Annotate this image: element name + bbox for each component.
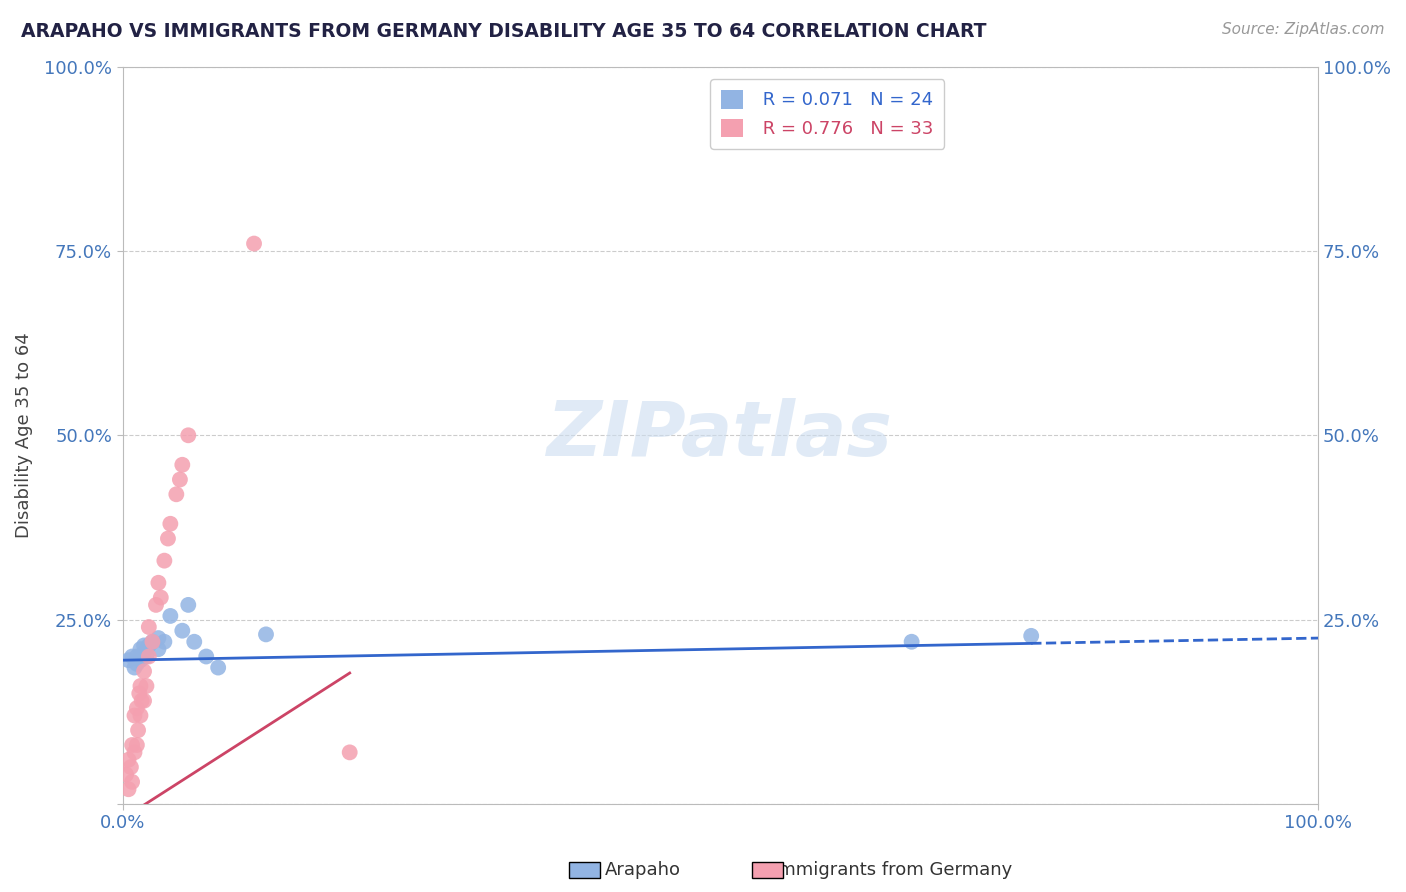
Point <box>153 554 176 568</box>
Point <box>339 745 361 759</box>
Point <box>254 627 277 641</box>
Point <box>117 653 139 667</box>
Point <box>153 634 176 648</box>
Point <box>132 646 155 660</box>
Point <box>148 631 170 645</box>
Text: Immigrants from Germany: Immigrants from Germany <box>773 861 1012 879</box>
Point <box>121 649 143 664</box>
Point <box>115 767 138 781</box>
Point <box>129 653 152 667</box>
Point <box>124 660 146 674</box>
Point <box>135 649 157 664</box>
Point <box>148 575 170 590</box>
Point <box>149 591 172 605</box>
Point <box>132 665 155 679</box>
Point <box>124 745 146 759</box>
Point <box>120 760 142 774</box>
Point <box>124 708 146 723</box>
Point <box>148 642 170 657</box>
Point <box>131 694 153 708</box>
Text: ZIPatlas: ZIPatlas <box>547 399 893 472</box>
Point <box>138 639 160 653</box>
Point <box>156 532 179 546</box>
Point <box>121 775 143 789</box>
Point <box>172 458 194 472</box>
Point <box>207 660 229 674</box>
Point <box>129 708 152 723</box>
Point <box>117 753 139 767</box>
Point <box>138 620 160 634</box>
Point <box>125 701 148 715</box>
Point <box>135 679 157 693</box>
Point <box>141 634 163 648</box>
Point <box>177 428 200 442</box>
Legend:  R = 0.071   N = 24,  R = 0.776   N = 33: R = 0.071 N = 24, R = 0.776 N = 33 <box>710 79 945 149</box>
Point <box>1019 629 1042 643</box>
Point <box>128 686 150 700</box>
Point <box>132 639 155 653</box>
Point <box>129 642 152 657</box>
Point <box>138 649 160 664</box>
Point <box>165 487 187 501</box>
Point <box>159 609 181 624</box>
Point <box>195 649 218 664</box>
Text: ARAPAHO VS IMMIGRANTS FROM GERMANY DISABILITY AGE 35 TO 64 CORRELATION CHART: ARAPAHO VS IMMIGRANTS FROM GERMANY DISAB… <box>21 22 987 41</box>
Point <box>183 634 205 648</box>
Y-axis label: Disability Age 35 to 64: Disability Age 35 to 64 <box>15 333 32 538</box>
Point <box>169 473 191 487</box>
Point <box>132 694 155 708</box>
Point <box>141 634 163 648</box>
Point <box>121 738 143 752</box>
Text: Source: ZipAtlas.com: Source: ZipAtlas.com <box>1222 22 1385 37</box>
Point <box>159 516 181 531</box>
Text: Arapaho: Arapaho <box>605 861 681 879</box>
Point <box>125 649 148 664</box>
Point <box>129 679 152 693</box>
Point <box>172 624 194 638</box>
Point <box>900 634 922 648</box>
Point <box>127 723 149 738</box>
Point <box>117 782 139 797</box>
Point <box>243 236 266 251</box>
Point <box>177 598 200 612</box>
Point <box>125 657 148 671</box>
Point <box>145 598 167 612</box>
Point <box>125 738 148 752</box>
